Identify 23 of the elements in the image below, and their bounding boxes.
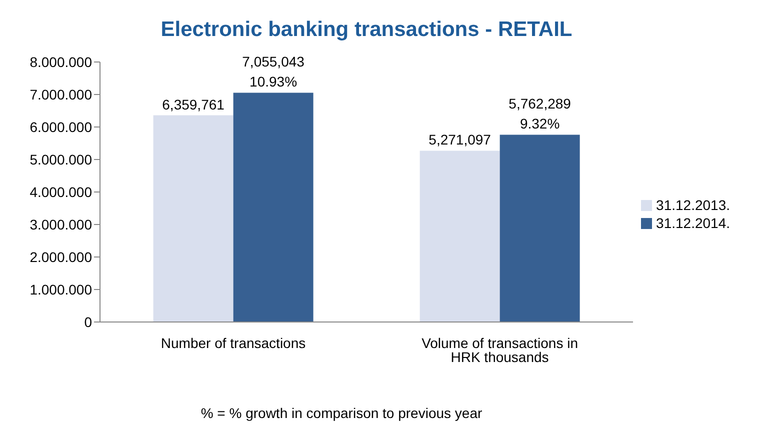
y-tick-label: 3.000.000	[30, 216, 92, 232]
y-tick-label: 4.000.000	[30, 184, 92, 200]
legend-label: 31.12.2014.	[656, 214, 730, 230]
data-label: 5,271,097	[428, 132, 492, 148]
y-tick-label: 7.000.000	[30, 86, 92, 102]
y-tick-label: 5.000.000	[30, 151, 92, 168]
bar	[500, 134, 580, 322]
data-label: 7,055,043 10.93%	[242, 54, 305, 90]
x-tick-label: Volume of transactions in HRK thousands	[422, 334, 578, 365]
data-label: 5,762,289 9.32%	[508, 96, 572, 132]
bar	[420, 150, 500, 322]
y-tick-label: 6.000.000	[30, 118, 92, 135]
y-tick-label: 8.000.000	[30, 54, 92, 70]
text: % = % growth in comparison to previous year	[200, 405, 484, 421]
bar	[153, 115, 234, 322]
legend-label: 31.12.2013.	[656, 196, 730, 212]
y-tick-label: 0	[84, 314, 92, 330]
y-tick-label: 2.000.000	[30, 248, 92, 265]
chart-title: Electronic banking transactions - RETAIL	[160, 18, 574, 42]
bar	[233, 92, 314, 322]
y-tick-label: 1.000.000	[30, 281, 92, 298]
x-tick-label: Number of transactions	[160, 334, 306, 351]
data-label: 6,359,761	[162, 96, 225, 112]
